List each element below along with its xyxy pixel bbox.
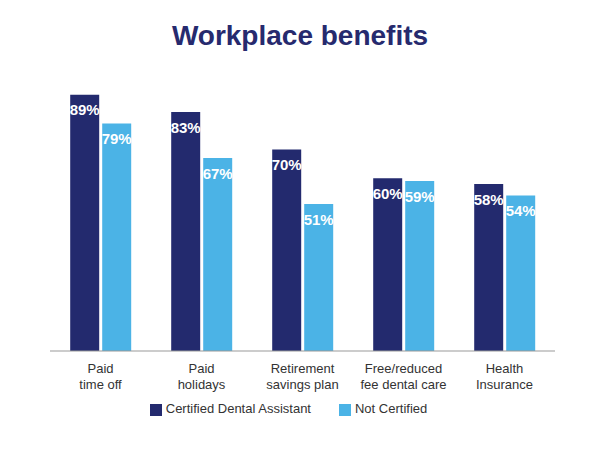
svg-text:58%: 58% [474, 191, 504, 208]
html-text:Not Certified: Not Certified [355, 401, 428, 416]
svg-text:Free/reducedfee dental care: Free/reducedfee dental care [360, 361, 446, 392]
html-text:Workplace benefits: Workplace benefits [171, 20, 429, 51]
svg-text:Paidholidays: Paidholidays [178, 361, 226, 392]
svg-text:HealthInsurance: HealthInsurance [476, 361, 533, 392]
html-text:Certified Dental Assistant: Certified Dental Assistant [165, 401, 311, 416]
svg-text:89%: 89% [70, 101, 100, 118]
svg-text:Paidtime off: Paidtime off [79, 361, 122, 392]
svg-text:Retirementsavings plan: Retirementsavings plan [266, 361, 338, 392]
svg-text:83%: 83% [171, 119, 201, 136]
svg-text:79%: 79% [102, 130, 132, 147]
svg-text:51%: 51% [304, 211, 334, 228]
svg-text:59%: 59% [405, 188, 435, 205]
svg-text:54%: 54% [506, 202, 536, 219]
svg-text:70%: 70% [272, 156, 302, 173]
svg-text:67%: 67% [203, 165, 233, 182]
svg-text:60%: 60% [373, 185, 403, 202]
